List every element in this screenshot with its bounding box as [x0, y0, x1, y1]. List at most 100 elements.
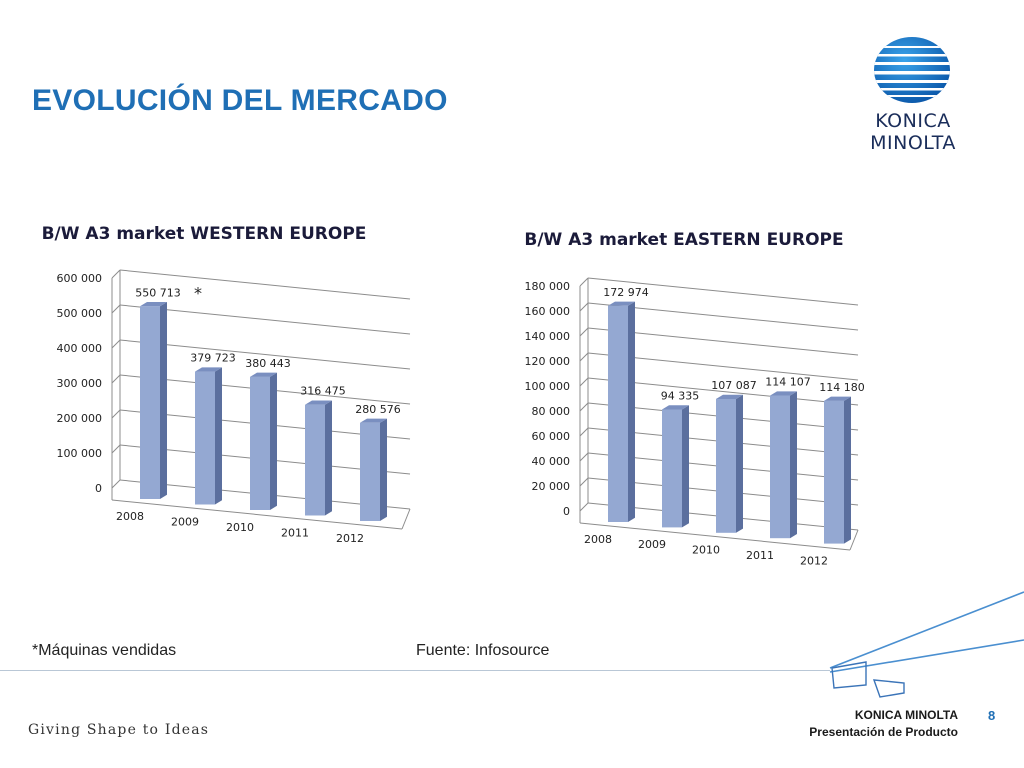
- y-tick-label: 160 000: [525, 305, 571, 318]
- gridline-side: [111, 339, 121, 349]
- bar-2011: [770, 391, 797, 539]
- y-tick-label: 500 000: [57, 307, 103, 320]
- bar-front: [305, 404, 325, 516]
- bar-2009: [662, 405, 689, 528]
- bar-2011: [305, 400, 332, 516]
- bar-front: [608, 305, 628, 522]
- data-label: 172 974: [603, 286, 649, 299]
- x-tick-label: 2008: [116, 510, 144, 523]
- x-tick-label: 2010: [692, 544, 720, 557]
- gridline-side: [579, 302, 589, 312]
- floor-back: [401, 508, 411, 530]
- page-number: 8: [988, 708, 996, 723]
- gridline-side: [111, 444, 121, 454]
- konica-minolta-globe-icon: [874, 37, 950, 103]
- gridline-side: [579, 477, 589, 487]
- data-label: 94 335: [661, 389, 700, 402]
- data-label: 280 576: [355, 403, 401, 416]
- asterisk-marker: *: [194, 283, 202, 302]
- bar-top: [608, 301, 635, 306]
- footer-subtitle: Presentación de Producto: [809, 725, 958, 739]
- bar-2008: [608, 301, 635, 522]
- chart-eastern-europe: B/W A3 market EASTERN EUROPE 0 20 000 40 00…: [524, 230, 865, 567]
- chart-title: B/W A3 market WESTERN EUROPE: [42, 224, 367, 244]
- bar-front: [824, 400, 844, 544]
- source-note: Fuente: Infosource: [416, 642, 550, 659]
- bar-front: [195, 371, 215, 505]
- y-tick-label: 0: [95, 482, 102, 495]
- gridline-side: [111, 374, 121, 384]
- data-label: 550 713: [135, 286, 181, 299]
- chart-western-europe: B/W A3 market WESTERN EUROPE 0 100 000 200 …: [42, 224, 411, 545]
- bar-side: [160, 302, 167, 499]
- decorative-lines: [829, 591, 1024, 698]
- bar-top: [360, 418, 387, 423]
- bar-front: [250, 376, 270, 510]
- x-tick-label: 2009: [638, 538, 666, 551]
- y-tick-label: 40 000: [532, 455, 571, 468]
- bar-2009: [195, 367, 222, 505]
- data-label: 379 723: [190, 352, 236, 365]
- y-tick-label: 200 000: [57, 412, 103, 425]
- footer-brand-name: KONICA MINOLTA: [854, 708, 958, 722]
- footnote-machines-sold: *Máquinas vendidas: [32, 642, 177, 659]
- bar-side: [736, 394, 743, 533]
- bar-2012: [824, 396, 851, 544]
- data-label: 107 087: [711, 379, 757, 392]
- y-tick-label: 100 000: [525, 380, 571, 393]
- gridline-side: [111, 304, 121, 314]
- bar-top: [662, 405, 689, 410]
- x-tick-label: 2010: [226, 521, 254, 534]
- bar-2010: [250, 372, 277, 510]
- chart-title: B/W A3 market EASTERN EUROPE: [524, 230, 843, 250]
- bar-front: [770, 395, 790, 539]
- gridline-side: [579, 427, 589, 437]
- y-tick-label: 120 000: [525, 355, 571, 368]
- y-tick-label: 0: [563, 505, 570, 518]
- tagline: Giving Shape to Ideas: [28, 722, 210, 738]
- bar-side: [325, 400, 332, 516]
- floor-edge: [111, 499, 403, 530]
- bar-top: [140, 302, 167, 307]
- bar-side: [215, 367, 222, 505]
- y-tick-label: 400 000: [57, 342, 103, 355]
- gridline-side: [579, 452, 589, 462]
- bar-2012: [360, 418, 387, 521]
- bar-side: [380, 418, 387, 521]
- gridline: [119, 339, 411, 370]
- bar-top: [770, 391, 797, 396]
- data-label: 316 475: [300, 385, 346, 398]
- floor-edge: [579, 522, 851, 551]
- bar-side: [682, 405, 689, 528]
- y-tick-label: 600 000: [57, 272, 103, 285]
- bar-2010: [716, 394, 743, 533]
- bar-top: [250, 372, 277, 377]
- brand-logo-text: KONICA MINOLTA: [870, 110, 956, 154]
- x-tick-label: 2008: [584, 533, 612, 546]
- gridline: [119, 304, 411, 335]
- floor-back: [849, 529, 859, 551]
- y-tick-label: 300 000: [57, 377, 103, 390]
- bar-front: [716, 398, 736, 533]
- x-tick-label: 2011: [746, 549, 774, 562]
- gridline-side: [111, 479, 121, 489]
- y-tick-label: 100 000: [57, 447, 103, 460]
- bar-front: [662, 409, 682, 528]
- bar-2008: [140, 302, 167, 499]
- data-label: 114 180: [819, 381, 865, 394]
- gridline: [119, 269, 411, 300]
- bar-side: [790, 391, 797, 539]
- bar-top: [716, 394, 743, 399]
- y-tick-label: 80 000: [532, 405, 571, 418]
- footer-brand-block: KONICA MINOLTA Presentación de Producto: [809, 707, 958, 741]
- page-title: EVOLUCIÓN DEL MERCADO: [32, 84, 448, 117]
- bar-front: [360, 422, 380, 521]
- footer-divider: [0, 670, 830, 671]
- y-tick-label: 140 000: [525, 330, 571, 343]
- y-tick-label: 20 000: [532, 480, 571, 493]
- gridline: [587, 277, 859, 306]
- bar-top: [824, 396, 851, 401]
- gridline-side: [579, 327, 589, 337]
- bar-front: [140, 306, 160, 499]
- x-tick-label: 2012: [336, 532, 364, 545]
